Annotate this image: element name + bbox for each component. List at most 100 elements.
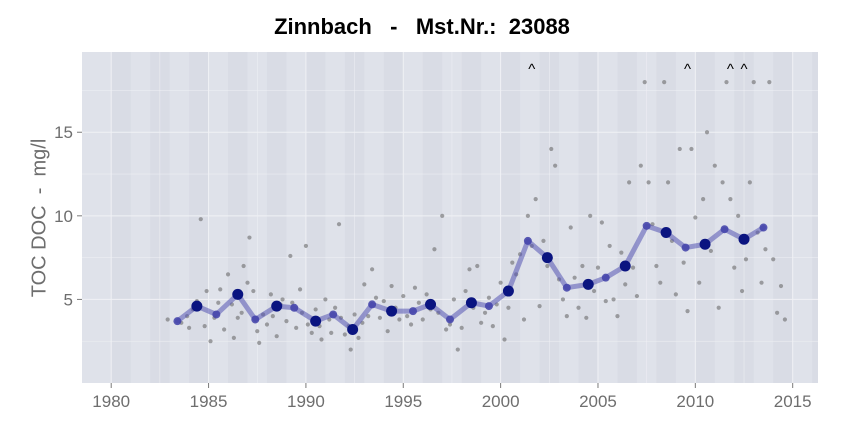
raw-point xyxy=(264,322,270,327)
raw-point xyxy=(202,324,207,329)
raw-point xyxy=(720,180,725,185)
raw-point xyxy=(584,315,589,320)
raw-point xyxy=(309,330,314,335)
mean-point xyxy=(484,302,493,311)
raw-point xyxy=(280,297,285,302)
raw-point xyxy=(319,337,324,342)
mean-point xyxy=(738,233,750,245)
raw-point xyxy=(568,225,573,230)
raw-point xyxy=(231,335,236,340)
raw-point xyxy=(588,213,593,218)
mean-point xyxy=(368,300,377,309)
raw-point xyxy=(658,280,663,285)
mean-point xyxy=(601,273,610,282)
raw-point xyxy=(541,238,546,244)
raw-point xyxy=(685,309,690,314)
raw-point xyxy=(525,213,530,218)
raw-point xyxy=(697,280,702,285)
raw-point xyxy=(576,305,581,310)
year-band xyxy=(695,52,715,383)
raw-point xyxy=(673,292,678,297)
raw-point xyxy=(218,287,223,292)
raw-point xyxy=(642,79,647,85)
year-band xyxy=(617,52,637,383)
raw-point xyxy=(607,243,612,249)
raw-point xyxy=(467,267,472,272)
mean-point xyxy=(232,288,244,300)
mean-point xyxy=(759,223,768,232)
raw-point xyxy=(646,180,651,185)
year-band xyxy=(305,52,326,383)
raw-point xyxy=(222,327,227,332)
mean-point xyxy=(271,300,283,312)
year-band xyxy=(500,52,521,383)
raw-point xyxy=(603,298,608,304)
raw-point xyxy=(564,314,569,319)
mean-point xyxy=(310,315,322,327)
raw-point xyxy=(288,253,293,259)
raw-point xyxy=(247,235,252,240)
year-band xyxy=(111,52,131,383)
mean-point xyxy=(720,225,729,234)
raw-point xyxy=(455,347,460,352)
mean-point xyxy=(347,324,359,336)
mean-point xyxy=(191,300,203,312)
mean-point xyxy=(290,303,299,312)
mean-point xyxy=(582,278,594,290)
raw-point xyxy=(412,285,418,290)
raw-point xyxy=(440,213,445,218)
raw-point xyxy=(560,297,566,302)
raw-point xyxy=(599,220,604,225)
annotation-marker: ^ xyxy=(684,61,691,78)
raw-point xyxy=(475,263,480,269)
raw-point xyxy=(257,340,262,345)
raw-point xyxy=(373,295,379,300)
x-tick-label: 2015 xyxy=(774,392,812,411)
raw-point xyxy=(366,314,371,319)
raw-point xyxy=(533,197,538,202)
year-band xyxy=(422,52,443,383)
mean-point xyxy=(699,238,711,250)
raw-point xyxy=(323,297,328,302)
raw-point xyxy=(751,79,756,85)
raw-point xyxy=(506,305,511,310)
y-tick-label: 10 xyxy=(54,207,73,226)
raw-point xyxy=(463,288,468,294)
raw-point xyxy=(693,215,698,220)
y-tick-label: 15 xyxy=(54,123,73,142)
raw-point xyxy=(356,335,361,340)
year-band xyxy=(656,52,676,383)
x-tick-label: 2000 xyxy=(482,392,520,411)
raw-point xyxy=(186,325,192,330)
year-band xyxy=(812,52,818,383)
mean-point xyxy=(329,310,338,319)
mean-point xyxy=(386,305,398,317)
raw-point xyxy=(615,314,620,319)
raw-point xyxy=(348,347,353,352)
raw-point xyxy=(245,280,250,285)
raw-point xyxy=(479,320,484,325)
mean-point xyxy=(642,221,651,230)
annotation-marker: ^ xyxy=(740,61,747,78)
raw-point xyxy=(251,288,256,294)
raw-point xyxy=(681,260,686,265)
raw-point xyxy=(572,275,577,280)
mean-point xyxy=(502,285,514,297)
raw-point xyxy=(208,339,213,344)
raw-point xyxy=(775,310,780,315)
raw-point xyxy=(239,310,244,315)
raw-point xyxy=(235,315,240,320)
raw-point xyxy=(447,322,453,327)
raw-point xyxy=(352,312,357,317)
raw-point xyxy=(432,247,437,252)
raw-point xyxy=(521,317,527,322)
raw-point xyxy=(662,79,667,85)
raw-point xyxy=(767,79,772,85)
raw-point xyxy=(294,325,299,330)
raw-point xyxy=(677,146,682,152)
year-band xyxy=(189,52,209,383)
raw-point xyxy=(545,263,550,269)
raw-point xyxy=(329,330,334,335)
mean-point xyxy=(425,298,437,310)
mean-point xyxy=(446,315,454,324)
